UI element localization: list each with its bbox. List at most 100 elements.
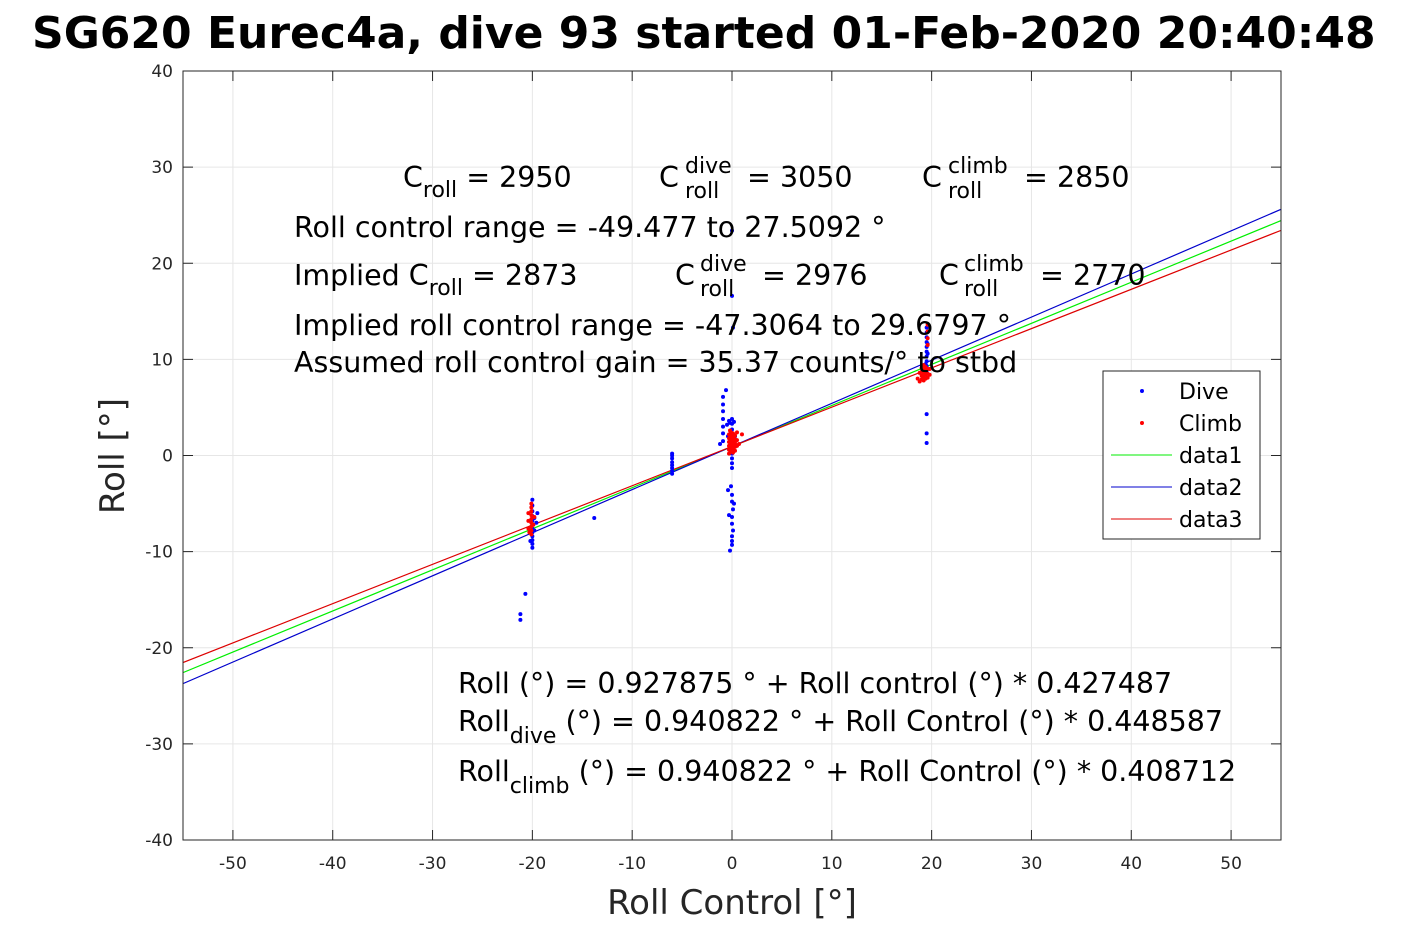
equation-roll-dive: Rolldive (°) = 0.940822 ° + Roll Control… [458,705,1223,749]
y-tick-label: 20 [151,254,173,274]
climb-point [529,505,534,510]
dive-point [535,511,540,516]
chart-title: SG620 Eurec4a, dive 93 started 01-Feb-20… [32,8,1376,59]
dive-point [730,325,735,330]
dive-point [730,515,734,520]
dive-point [730,461,734,466]
dive-point [523,591,528,596]
climb-point [927,372,932,377]
climb-point [532,515,537,520]
dive-point [730,456,734,461]
x-tick-label: 20 [921,854,943,874]
dive-point [730,293,734,298]
annotation-implied-c-roll: Implied Croll = 2873 [294,259,577,301]
dive-point [670,463,675,468]
climb-point [734,438,739,443]
dive-point [721,439,726,444]
annotation-implied-range: Implied roll control range = -47.3064 to… [294,309,1011,342]
equation-roll: Roll (°) = 0.927875 ° + Roll control (°)… [458,667,1172,700]
climb-point [925,342,930,347]
dive-point [518,612,523,617]
x-tick-label: -50 [219,854,247,874]
equation-roll-climb: Rollclimb (°) = 0.940822 ° + Roll Contro… [458,755,1236,799]
dive-point [924,431,929,436]
axis-ticks: -50 -40 -30 -20 -10 0 10 20 30 40 50 -40 -30 -20 -10 0 1… [145,62,1281,874]
x-tick-label: 0 [727,854,738,874]
climb-point [734,430,739,435]
dive-point [731,501,736,506]
dive-point [730,416,734,421]
dive-point [730,528,735,533]
dive-point [670,456,675,461]
annotation-gain: Assumed roll control gain = 35.37 counts… [294,346,1017,379]
dive-point [728,548,733,553]
y-axis-label: Roll [°] [93,398,133,514]
climb-point [526,511,531,516]
x-tick-label: -20 [518,854,546,874]
x-tick-label: -10 [618,854,646,874]
climb-point [526,526,531,531]
climb-point [529,513,534,518]
dive-point [530,545,535,550]
x-tick-label: -40 [319,854,347,874]
dive-point [730,228,734,233]
climb-point [529,509,534,514]
dive-point [718,441,723,446]
climb-point [915,376,920,381]
dive-point [530,541,535,546]
x-tick-label: 50 [1220,854,1242,874]
climb-point [927,366,932,371]
dive-point [670,465,675,470]
dive-point [730,521,734,526]
x-tick-label: -30 [419,854,447,874]
climb-point [732,448,737,453]
dive-point [721,424,726,429]
dive-point [730,507,735,512]
x-tick-label: 30 [1021,854,1043,874]
y-tick-label: 10 [151,350,173,370]
x-tick-label: 40 [1120,854,1142,874]
climb-point [925,375,930,380]
dive-point [726,488,731,493]
climb-point [527,530,532,535]
climb-point [732,433,737,438]
dive-point [592,515,597,520]
annotation-c-roll: Croll = 2950 [403,161,572,203]
dive-point [670,471,675,476]
dive-point [724,388,729,393]
dive-point [721,394,726,399]
legend-label-Dive: Dive [1179,380,1229,405]
dive-point [730,492,734,497]
y-tick-label: -40 [145,831,173,851]
legend: Dive Climb data1 data2 data3 [1102,370,1261,540]
x-tick-label: 10 [821,854,843,874]
legend-label-data2: data2 [1179,476,1243,501]
y-tick-label: 30 [151,158,173,178]
dive-point [924,412,929,417]
y-tick-label: -10 [145,543,173,563]
dive-point [530,497,535,502]
dive-point [670,451,675,456]
climb-point [732,441,737,446]
y-tick-label: -20 [145,639,173,659]
dive-point [730,542,734,547]
dive-point [721,402,726,407]
climb-point [531,522,536,527]
climb-point [925,329,930,334]
dive-point [528,539,533,544]
climb-point [529,516,534,521]
dive-point [721,416,726,421]
dive-point [532,528,537,533]
dive-point [721,431,726,436]
climb-point [736,441,741,446]
y-tick-label: 40 [151,62,173,82]
dive-point [730,539,734,544]
dive-point [518,617,523,622]
dive-point [721,409,726,414]
annotation-roll-range: Roll control range = -49.477 to 27.5092 … [294,211,885,244]
dive-point [729,484,734,489]
